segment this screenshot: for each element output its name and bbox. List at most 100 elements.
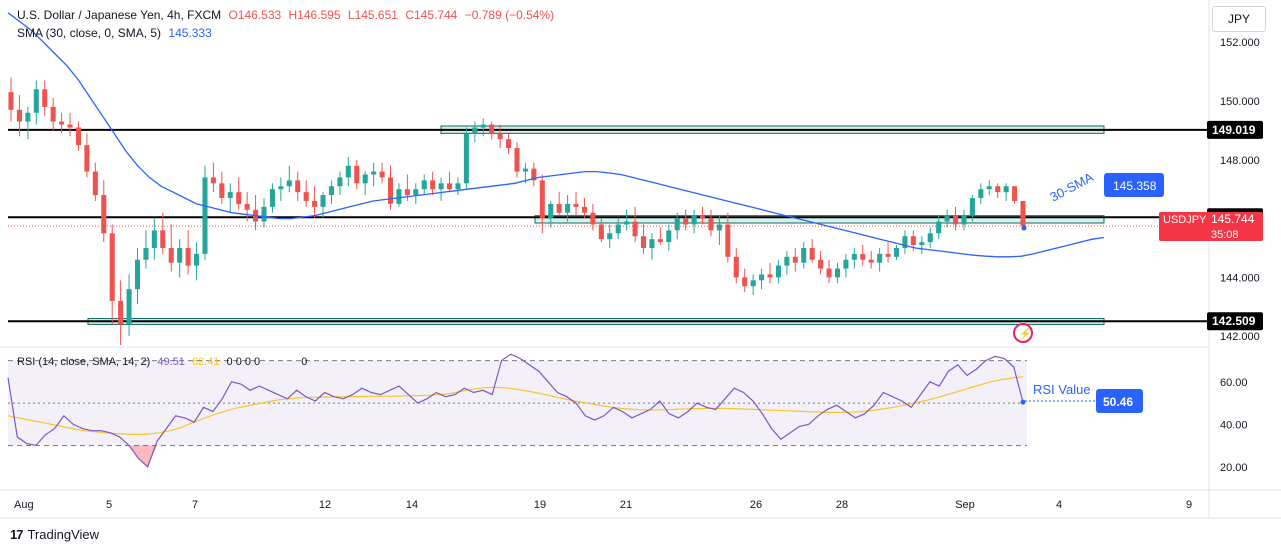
candle-body	[657, 239, 663, 243]
price-tick-label: 148.000	[1220, 155, 1260, 167]
candle-body	[565, 203, 571, 213]
brand-name: TradingView	[27, 527, 100, 542]
candle-body	[716, 224, 722, 231]
candle-body	[59, 121, 65, 125]
candle-body	[851, 253, 857, 260]
candle-body	[244, 203, 250, 210]
candle-body	[893, 247, 900, 257]
candle-body	[590, 212, 596, 225]
rsi-ma-legend-value: 62.41	[191, 356, 220, 368]
candle-body	[151, 230, 157, 248]
event-flash-glyph: ⚡	[1019, 327, 1031, 340]
candle-body	[995, 186, 1001, 193]
candle-body	[683, 218, 689, 225]
current-symbol-label: USDJPY	[1163, 214, 1207, 226]
candle-body	[33, 89, 39, 113]
candle-body	[16, 109, 22, 122]
candle-body	[902, 236, 908, 248]
candle-body	[354, 165, 360, 184]
candle-body	[539, 180, 545, 219]
candle-body	[750, 280, 756, 287]
candle-body	[843, 259, 849, 269]
candle-body	[826, 268, 832, 278]
candle-body	[514, 148, 520, 172]
candle-body	[927, 233, 933, 243]
candle-body	[877, 253, 883, 263]
time-tick-label: 14	[406, 499, 418, 511]
candle-body	[936, 221, 942, 234]
candle-body	[455, 183, 461, 190]
candle-body	[143, 247, 149, 260]
candle-body	[759, 274, 765, 281]
candle-body	[447, 183, 453, 190]
candle-body	[742, 277, 748, 287]
candle-body	[480, 124, 486, 128]
currency-button[interactable]: JPY	[1212, 6, 1266, 32]
candle-body	[168, 247, 174, 263]
time-tick-label: 4	[1056, 499, 1062, 511]
candle-body	[430, 180, 436, 190]
candle-body	[438, 183, 444, 190]
current-price-tag	[1159, 212, 1263, 241]
time-tick-label: 7	[192, 499, 198, 511]
candle-body	[548, 203, 554, 219]
candle-body	[919, 242, 925, 246]
countdown-label: 35:08	[1211, 229, 1239, 241]
candle-body	[126, 289, 132, 325]
symbol-title: U.S. Dollar / Japanese Yen, 4h, FXCM	[17, 8, 222, 22]
candle-body	[109, 233, 115, 301]
current-price-label: 145.744	[1211, 212, 1255, 226]
candle-body	[8, 92, 14, 110]
sma-marker	[1021, 225, 1027, 231]
candle-body	[1003, 186, 1009, 193]
tradingview-brand[interactable]: 17 TradingView	[10, 527, 99, 542]
rsi-legend-zeros: 0 0 0 0	[226, 356, 261, 368]
candle-body	[337, 177, 343, 187]
sma-value-tag-text: 145.358	[1113, 179, 1157, 193]
candle-body	[404, 189, 410, 196]
rsi-ma-line	[7, 376, 1024, 436]
candle-body	[581, 206, 587, 213]
sr-zone	[534, 215, 1105, 224]
candle-body	[522, 168, 528, 172]
candle-body	[969, 198, 975, 216]
candle-body	[177, 247, 183, 263]
candle-body	[463, 133, 469, 184]
candle-body	[953, 215, 959, 225]
candle-body	[67, 124, 73, 128]
candle-body	[295, 180, 301, 193]
candle-body	[219, 183, 225, 199]
price-level-tag-text: 149.019	[1212, 123, 1256, 137]
candle-body	[134, 259, 141, 290]
candle-body	[1020, 200, 1026, 227]
rsi-value-tag	[1096, 389, 1143, 413]
candle-body	[708, 218, 714, 231]
price-level-tag	[1207, 312, 1263, 331]
candle-body	[801, 247, 807, 263]
candle-body	[978, 189, 984, 199]
candle-body	[733, 256, 739, 278]
rsi-oversold-fill	[129, 445, 157, 467]
candle-body	[640, 236, 647, 248]
candle-body	[421, 180, 427, 190]
candle-body	[396, 189, 402, 204]
candle-body	[784, 256, 790, 266]
candle-body	[885, 253, 891, 257]
candle-body	[624, 221, 630, 225]
candle-body	[472, 127, 478, 134]
time-tick-label: 5	[106, 499, 112, 511]
time-tick-label: 9	[1186, 499, 1192, 511]
rsi-band-fill	[8, 360, 1027, 446]
time-tick-label: Aug	[14, 499, 34, 511]
candle-body	[118, 300, 124, 325]
candle-body	[345, 165, 351, 178]
candle-body	[910, 236, 916, 246]
candle-body	[775, 265, 781, 278]
candle-body	[236, 192, 242, 204]
candle-body	[371, 171, 377, 175]
candle-body	[387, 177, 394, 204]
rsi-legend-extra-zero: 0	[301, 356, 308, 368]
rsi-legend[interactable]: RSI (14, close, SMA, 14, 2) 49.51 62.41 …	[17, 356, 307, 368]
sma-legend[interactable]: SMA (30, close, 0, SMA, 5) 145.333	[17, 26, 216, 40]
